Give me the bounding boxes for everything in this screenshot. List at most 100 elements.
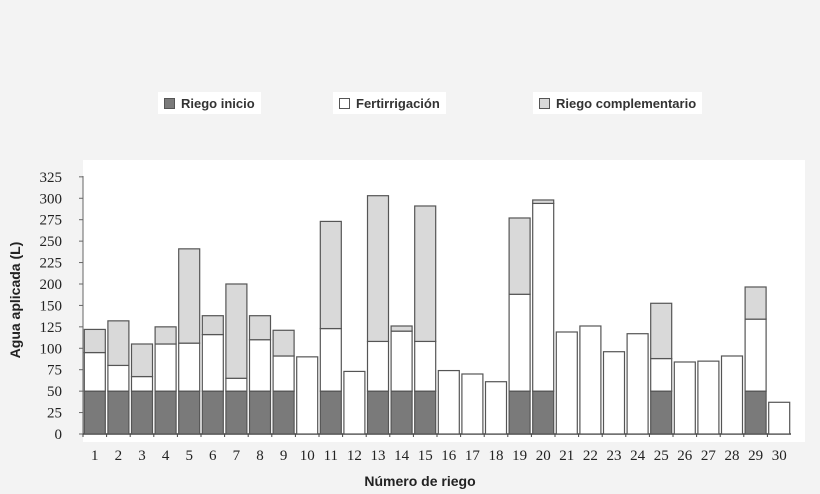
bar-segment-2-18 [484,381,508,435]
x-tick-label: 26 [677,448,693,464]
legend-item-riego-inicio: Riego inicio [158,92,261,114]
bar-segment-1-1 [83,390,106,435]
bar-segment-2-16 [437,369,460,435]
bar-segment-2-24 [626,333,649,435]
y-tick-label: 300 [40,191,63,207]
bar-segment-2-14 [390,330,413,392]
x-tick-label: 14 [394,448,410,464]
bar-segment-2-4 [154,343,177,392]
bar-segment-1-8 [248,390,272,435]
bar-segment-3-3 [130,343,154,378]
x-tick-label: 9 [280,448,288,464]
bar-segment-2-19 [508,293,531,392]
bar-segment-2-5 [178,342,201,392]
x-tick-label: 2 [115,448,123,464]
x-tick-label: 6 [209,448,217,464]
bar-segment-3-6 [201,315,224,336]
bar-segment-2-3 [130,375,154,392]
x-tick-label: 11 [324,448,338,464]
y-tick-label: 50 [47,384,62,400]
bar-segment-3-5 [178,248,201,344]
x-tick-label: 10 [300,448,315,464]
bar-segment-2-17 [461,373,484,435]
bar-segment-3-11 [319,220,342,330]
bar-segment-2-30 [768,401,791,435]
bar-segment-2-15 [414,340,437,392]
legend-swatch [164,97,175,109]
y-tick-label: 100 [40,341,63,357]
bar-segment-1-7 [225,390,248,435]
x-tick-label: 27 [701,448,717,464]
bar-segment-1-20 [532,390,555,435]
bar-segment-3-1 [83,328,106,354]
bar-segment-2-10 [296,356,319,435]
bar-segment-1-14 [390,390,413,435]
legend-item-riego-complementario: Riego complementario [533,92,703,114]
bar-segment-2-25 [650,357,673,392]
legend-label: Riego inicio [181,95,255,111]
x-tick-label: 18 [489,448,504,464]
bar-segment-2-26 [673,361,696,435]
legend-label: Fertirrigación [356,95,440,111]
x-tick-label: 3 [138,448,146,464]
x-tick-label: 4 [162,448,170,464]
bar-segment-1-29 [744,390,767,435]
legend-swatch [539,97,550,109]
bar-segment-3-29 [744,286,767,320]
bar-segment-2-21 [555,331,578,435]
y-tick-label: 225 [40,256,63,272]
bar-segment-1-11 [319,390,342,435]
y-tick-label: 275 [40,213,63,229]
bar-segment-3-15 [414,205,437,343]
x-tick-label: 7 [233,448,241,464]
x-tick-label: 20 [536,448,551,464]
legend-item-fertirrigacion: Fertirrigación [333,92,446,114]
bar-segment-1-6 [201,390,224,435]
bar-segment-3-14 [390,325,413,332]
bar-segment-2-1 [83,351,106,392]
bar-segment-1-15 [414,390,437,435]
y-tick-label: 125 [40,320,63,336]
x-tick-label: 1 [91,448,99,464]
x-tick-label: 29 [748,448,763,464]
y-tick-label: 250 [40,234,63,250]
x-tick-label: 15 [418,448,433,464]
x-tick-label: 16 [441,448,457,464]
x-tick-label: 19 [512,448,527,464]
bar-segment-1-4 [154,390,177,435]
bar-segment-2-2 [107,364,130,392]
x-tick-label: 25 [654,448,669,464]
bar-segment-2-12 [343,370,366,435]
bar-segment-1-9 [272,390,295,435]
bar-segment-1-3 [130,390,154,435]
bar-segment-3-9 [272,329,295,357]
bar-segment-1-13 [366,390,390,435]
bar-segment-3-20 [532,199,555,205]
bar-segment-2-29 [744,318,767,392]
legend-label: Riego complementario [556,95,697,111]
bar-segment-1-19 [508,390,531,435]
x-tick-label: 12 [347,448,362,464]
bar-segment-2-8 [248,339,272,392]
bar-segment-2-9 [272,355,295,392]
bar-segment-3-2 [107,320,130,367]
bar-segment-2-6 [201,333,224,392]
bar-segment-1-5 [178,390,201,435]
bar-segment-2-7 [225,377,248,392]
x-tick-label: 24 [630,448,646,464]
bar-segment-2-27 [697,360,720,435]
y-tick-label: 325 [40,170,63,186]
x-tick-label: 23 [607,448,622,464]
y-tick-label: 0 [55,427,63,443]
x-tick-label: 13 [371,448,386,464]
x-tick-label: 28 [725,448,740,464]
bar-segment-2-11 [319,327,342,392]
bar-segment-3-4 [154,326,177,345]
bar-segment-2-23 [602,351,626,435]
bar-segment-3-19 [508,217,531,295]
x-tick-label: 30 [772,448,787,464]
bar-segment-3-13 [366,195,390,343]
x-tick-label: 5 [185,448,193,464]
